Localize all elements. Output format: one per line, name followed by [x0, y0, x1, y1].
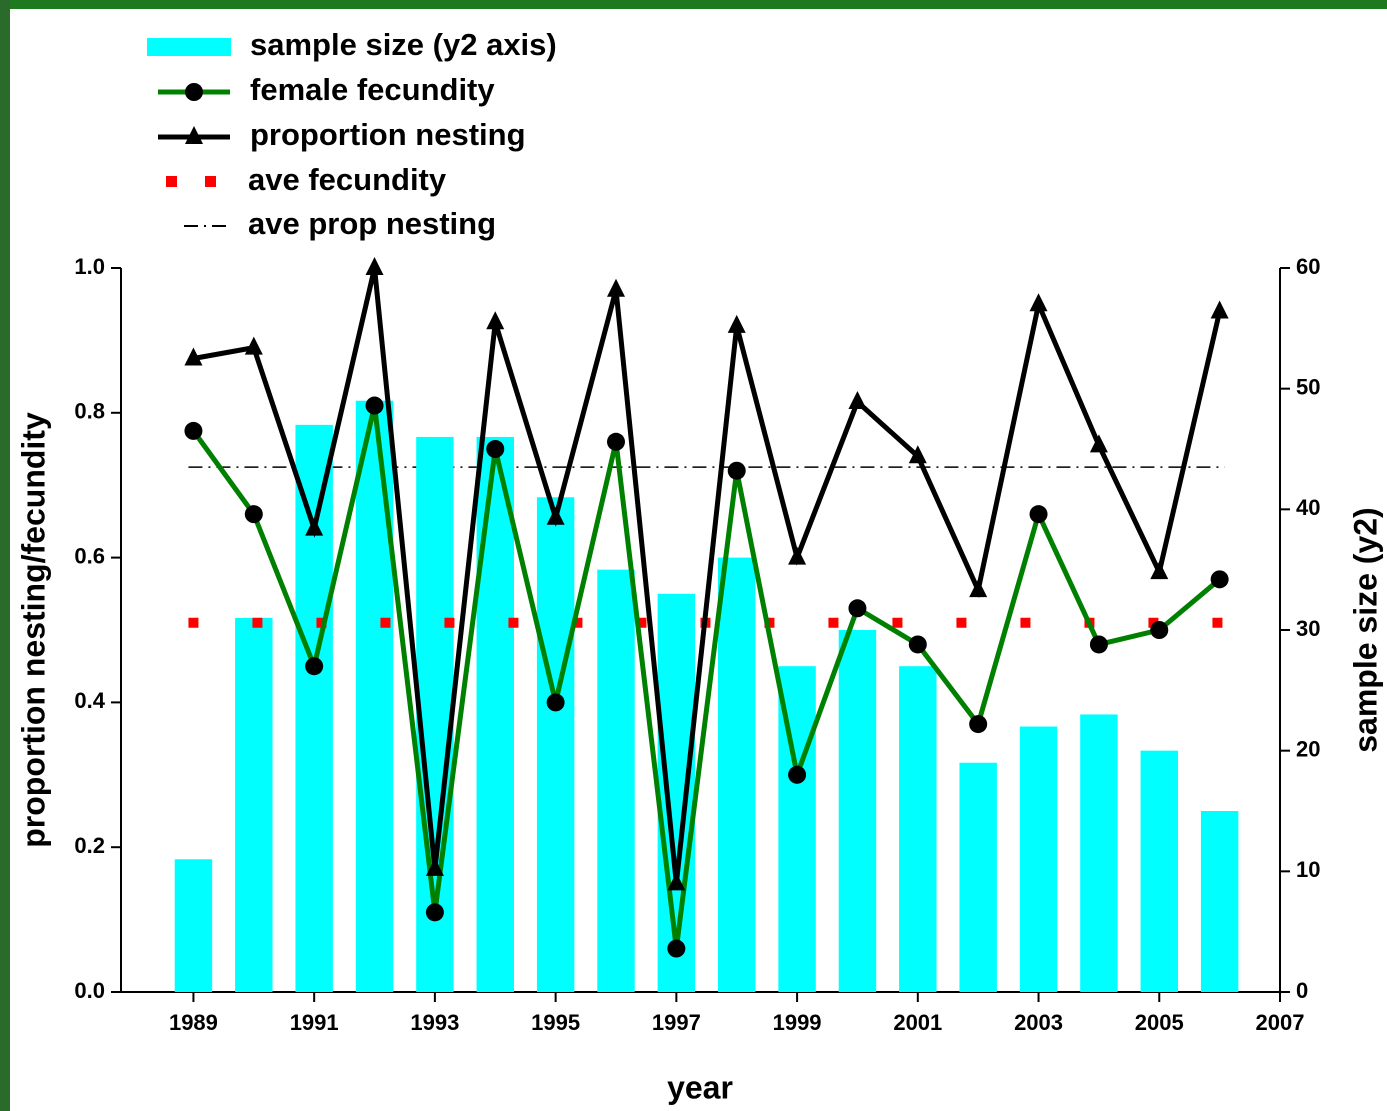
legend-marker	[185, 126, 203, 144]
y2-tick-label: 30	[1296, 616, 1320, 641]
marker	[969, 579, 988, 598]
x-tick-label: 1993	[410, 1010, 459, 1035]
x-tick-label: 2005	[1135, 1010, 1184, 1035]
marker	[1150, 561, 1169, 580]
bar	[597, 569, 635, 992]
legend-marker	[185, 83, 203, 101]
marker	[365, 257, 384, 275]
bar	[174, 859, 213, 992]
marker	[788, 765, 807, 784]
marker	[486, 311, 505, 330]
marker	[1089, 635, 1108, 654]
legend-swatch	[166, 176, 177, 187]
marker	[425, 903, 444, 922]
line	[192, 267, 1223, 884]
bar	[1019, 726, 1058, 992]
y-axis-label: proportion nesting/fecundity	[15, 412, 51, 848]
bar	[355, 400, 394, 992]
marker	[1150, 621, 1169, 639]
marker	[305, 657, 324, 676]
marker	[244, 505, 263, 524]
line	[191, 404, 1222, 949]
legend-swatch	[147, 38, 231, 56]
marker	[969, 715, 988, 734]
legend-label: ave prop nesting	[248, 206, 496, 241]
bar	[899, 666, 937, 992]
marker	[848, 599, 867, 618]
y2-axis-label: sample size (y2)	[1347, 507, 1383, 752]
x-axis-label: year	[667, 1069, 733, 1105]
legend-label: sample size (y2 axis)	[250, 27, 557, 62]
marker	[486, 440, 505, 458]
bar	[1080, 714, 1118, 992]
y-tick-label: 0.8	[74, 399, 105, 424]
marker	[1210, 300, 1229, 319]
marker	[546, 693, 565, 712]
y2-tick-label: 60	[1296, 254, 1320, 279]
marker	[184, 347, 203, 366]
marker	[727, 461, 746, 480]
marker	[606, 278, 625, 297]
frame-top	[0, 0, 1387, 9]
marker	[1210, 570, 1229, 589]
marker	[908, 635, 927, 654]
marker	[1029, 505, 1048, 524]
y-tick-label: 0.0	[74, 978, 105, 1003]
marker	[365, 396, 384, 415]
x-tick-label: 2003	[1014, 1010, 1063, 1035]
legend-label: female fecundity	[250, 72, 495, 107]
marker	[788, 546, 807, 565]
marker	[546, 506, 565, 525]
marker	[1089, 434, 1108, 453]
y-tick-label: 0.2	[74, 833, 105, 858]
marker	[244, 336, 263, 355]
marker	[184, 421, 203, 440]
x-tick-label: 1989	[169, 1010, 218, 1035]
y2-tick-label: 50	[1296, 374, 1320, 399]
marker	[848, 390, 867, 409]
y-tick-label: 0.6	[74, 543, 105, 568]
marker	[1029, 293, 1048, 312]
x-tick-label: 1995	[531, 1010, 580, 1035]
marker	[727, 314, 746, 333]
x-tick-label: 1991	[290, 1010, 339, 1035]
y2-tick-label: 0	[1296, 978, 1308, 1003]
x-tick-label: 1999	[773, 1010, 822, 1035]
legend-swatch	[205, 176, 216, 187]
bar	[959, 762, 997, 992]
bar	[536, 497, 575, 992]
bar	[838, 630, 877, 992]
marker	[667, 939, 686, 958]
marker	[305, 517, 324, 536]
y-tick-label: 1.0	[74, 254, 105, 279]
legend-label: ave fecundity	[248, 162, 447, 197]
bar	[1200, 811, 1239, 992]
marker	[425, 857, 444, 876]
marker	[908, 445, 927, 464]
y-tick-label: 0.4	[74, 688, 105, 713]
bar	[1140, 750, 1178, 992]
legend-label: proportion nesting	[250, 117, 526, 152]
bar	[657, 593, 696, 992]
x-tick-label: 2001	[893, 1010, 942, 1035]
frame-left	[0, 0, 10, 1111]
bar	[476, 436, 514, 992]
bar	[295, 424, 333, 992]
x-tick-label: 1997	[652, 1010, 701, 1035]
y2-tick-label: 40	[1296, 495, 1320, 520]
y2-tick-label: 20	[1296, 736, 1320, 761]
x-tick-label: 2007	[1256, 1010, 1305, 1035]
bar	[235, 617, 273, 992]
y2-tick-label: 10	[1296, 857, 1320, 882]
marker	[667, 872, 686, 891]
bar	[718, 557, 756, 992]
marker	[606, 432, 625, 451]
